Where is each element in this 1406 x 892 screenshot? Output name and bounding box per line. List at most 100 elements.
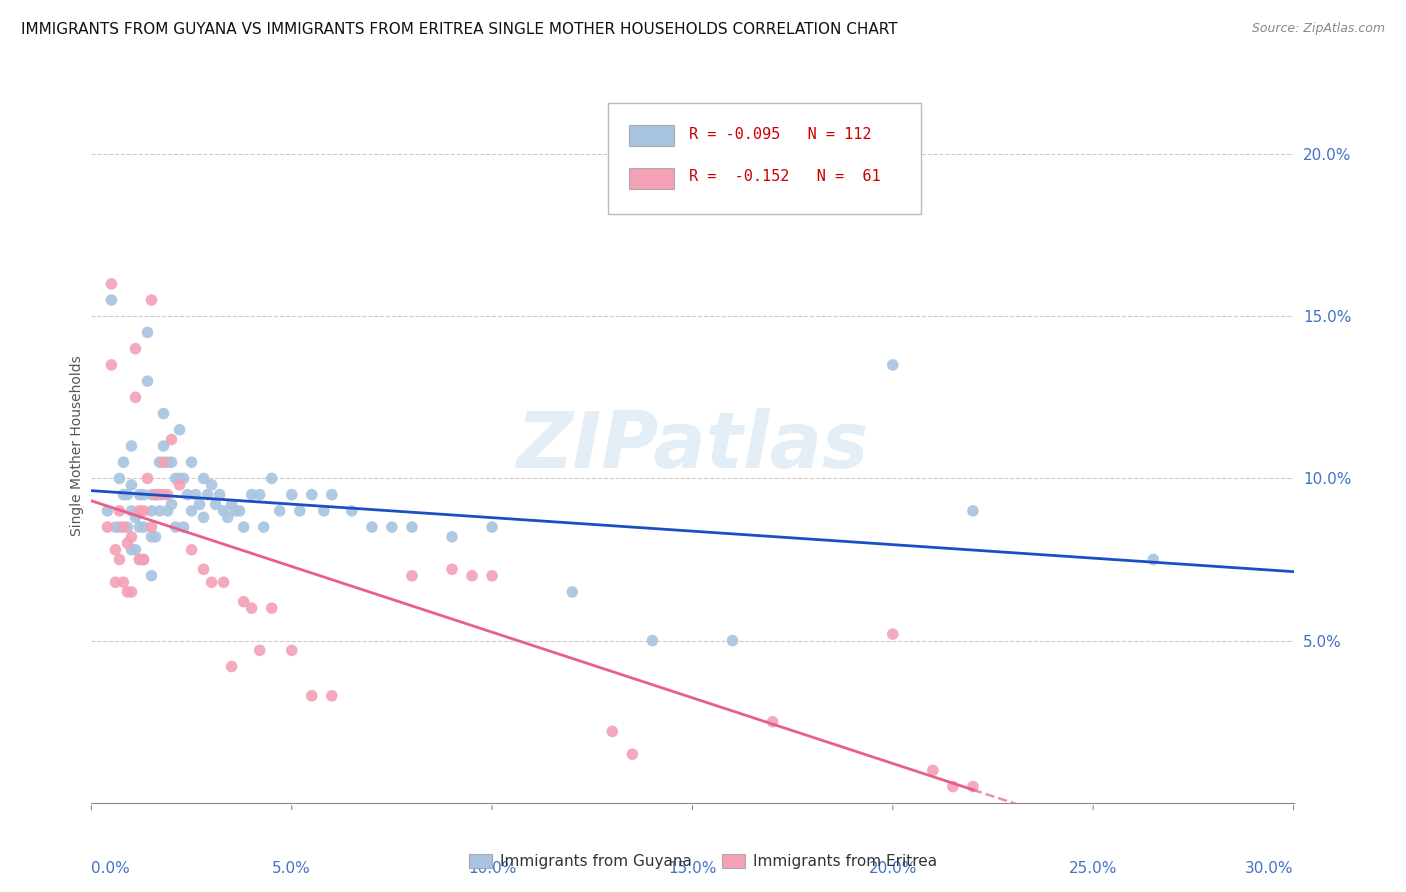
Point xyxy=(96,504,118,518)
Point xyxy=(197,488,219,502)
Point xyxy=(180,504,202,518)
Point xyxy=(112,455,135,469)
Text: 20.0%: 20.0% xyxy=(869,861,917,876)
Point xyxy=(132,552,155,566)
Text: 0.0%: 0.0% xyxy=(91,861,131,876)
Point xyxy=(193,562,215,576)
Point xyxy=(141,293,163,307)
Point xyxy=(117,520,139,534)
Point xyxy=(108,471,131,485)
Point xyxy=(128,520,150,534)
Point xyxy=(201,478,224,492)
Point xyxy=(180,455,202,469)
Point xyxy=(165,471,187,485)
Point xyxy=(962,504,984,518)
Point xyxy=(108,504,131,518)
Point xyxy=(249,643,271,657)
Point xyxy=(321,689,343,703)
Point xyxy=(281,488,304,502)
Point xyxy=(212,575,235,590)
Point xyxy=(882,358,904,372)
Point xyxy=(253,520,276,534)
Text: 30.0%: 30.0% xyxy=(1246,861,1294,876)
Point xyxy=(173,471,195,485)
Point xyxy=(401,520,423,534)
Legend: Immigrants from Guyana, Immigrants from Eritrea: Immigrants from Guyana, Immigrants from … xyxy=(463,848,943,875)
Point xyxy=(128,504,150,518)
Point xyxy=(169,423,191,437)
Point xyxy=(169,478,191,492)
Point xyxy=(184,488,207,502)
Point xyxy=(136,374,159,388)
Point xyxy=(225,504,247,518)
Point xyxy=(148,504,170,518)
Point xyxy=(180,542,202,557)
Point xyxy=(121,439,143,453)
Point xyxy=(117,488,139,502)
Point xyxy=(561,585,583,599)
Point xyxy=(132,488,155,502)
Point xyxy=(165,520,187,534)
Point xyxy=(132,520,155,534)
Point xyxy=(260,601,283,615)
Point xyxy=(221,497,243,511)
Point xyxy=(148,455,170,469)
Point xyxy=(208,488,231,502)
Point xyxy=(132,504,155,518)
Point xyxy=(108,520,131,534)
Point xyxy=(141,504,163,518)
Point xyxy=(156,455,179,469)
Point xyxy=(112,488,135,502)
Point xyxy=(440,562,463,576)
Point xyxy=(228,504,250,518)
Point xyxy=(141,520,163,534)
Point xyxy=(121,585,143,599)
Point xyxy=(240,488,263,502)
Point xyxy=(156,504,179,518)
Text: ZIPatlas: ZIPatlas xyxy=(516,408,869,484)
Point xyxy=(942,780,965,794)
Point xyxy=(188,497,211,511)
Point xyxy=(152,455,174,469)
Point xyxy=(340,504,363,518)
Point xyxy=(145,530,167,544)
Point xyxy=(156,488,179,502)
FancyBboxPatch shape xyxy=(609,103,921,214)
Point xyxy=(160,433,183,447)
Point xyxy=(193,510,215,524)
Point xyxy=(381,520,404,534)
Point xyxy=(100,277,122,291)
Point xyxy=(240,601,263,615)
Point xyxy=(288,504,311,518)
Point xyxy=(96,520,118,534)
Point xyxy=(962,780,984,794)
Point xyxy=(321,488,343,502)
Point xyxy=(401,568,423,582)
Point xyxy=(128,488,150,502)
Text: 10.0%: 10.0% xyxy=(468,861,516,876)
Point xyxy=(1142,552,1164,566)
Point xyxy=(721,633,744,648)
Point xyxy=(169,471,191,485)
Point xyxy=(141,488,163,502)
Point xyxy=(212,504,235,518)
Text: 15.0%: 15.0% xyxy=(668,861,717,876)
Point xyxy=(232,520,254,534)
Point xyxy=(481,520,503,534)
Point xyxy=(152,439,174,453)
Point xyxy=(132,552,155,566)
Point xyxy=(128,552,150,566)
Point xyxy=(112,520,135,534)
Point xyxy=(136,326,159,340)
Point xyxy=(173,520,195,534)
Point xyxy=(141,568,163,582)
Point xyxy=(124,390,146,404)
Point xyxy=(193,471,215,485)
Point xyxy=(152,488,174,502)
Point xyxy=(124,342,146,356)
Point xyxy=(152,407,174,421)
Point xyxy=(104,542,127,557)
Bar xyxy=(628,125,675,146)
Point xyxy=(621,747,644,761)
Point xyxy=(922,764,945,778)
